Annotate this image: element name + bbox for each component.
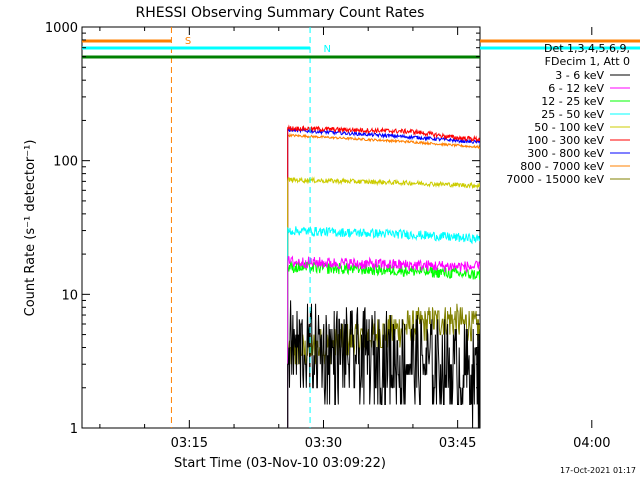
y-tick-label: 1000 [45, 21, 78, 36]
series-trace [287, 260, 480, 428]
traces [287, 124, 480, 428]
legend-entry-label: 7000 - 15000 keV [506, 173, 604, 186]
legend-entry-label: 6 - 12 keV [548, 82, 604, 95]
y-axis-label: Count Rate (s⁻¹ detector⁻¹) [23, 140, 38, 317]
legend-entry-label: 12 - 25 keV [541, 95, 604, 108]
y-tick-label: 10 [61, 288, 78, 303]
legend: Det 1,3,4,5,6,9, FDecim 1, Att 0 3 - 6 k… [506, 42, 630, 186]
x-axis-label: Start Time (03-Nov-10 03:09:22) [174, 456, 386, 471]
overlay-lines: SNRD0RD6 [82, 27, 640, 428]
legend-entry-label: 25 - 50 keV [541, 108, 604, 121]
x-tick-label: 03:45 [439, 436, 476, 451]
x-tick-label: 03:15 [171, 436, 208, 451]
night-label: N [323, 44, 330, 55]
series-trace [287, 300, 480, 428]
legend-entry-label: 3 - 6 keV [555, 69, 604, 82]
plot-frame [81, 26, 481, 429]
series-trace [287, 124, 480, 428]
legend-entry-label: 300 - 800 keV [527, 147, 604, 160]
series-trace [287, 126, 480, 428]
series-trace [287, 226, 480, 428]
saa-label: S [185, 36, 191, 47]
footer-timestamp: 17-Oct-2021 01:17 [560, 466, 636, 475]
chart-title: RHESSI Observing Summary Count Rates [136, 5, 425, 21]
y-axis-ticks: 1 10 100 1000 [45, 21, 480, 437]
y-tick-label: 100 [53, 155, 78, 170]
x-tick-label: 04:00 [573, 436, 610, 451]
series-trace [287, 176, 480, 428]
legend-header-1: Det 1,3,4,5,6,9, [544, 42, 630, 55]
x-tick-label: 03:30 [305, 436, 342, 451]
legend-header-2: FDecim 1, Att 0 [545, 55, 630, 68]
legend-entry-label: 100 - 300 keV [527, 134, 604, 147]
series-trace [287, 132, 480, 428]
legend-entry-label: 800 - 7000 keV [520, 160, 604, 173]
legend-entry-label: 50 - 100 keV [534, 121, 604, 134]
series-trace [287, 255, 480, 428]
y-tick-label: 1 [70, 422, 78, 437]
